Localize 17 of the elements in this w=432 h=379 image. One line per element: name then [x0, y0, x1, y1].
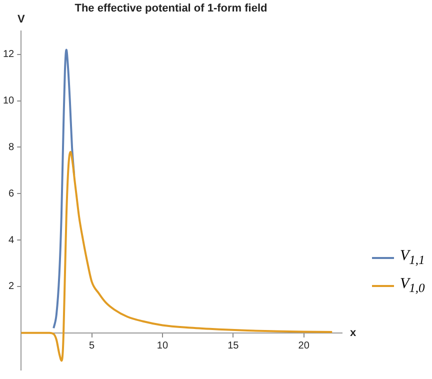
- x-axis-title: x: [350, 326, 357, 339]
- y-tick-label: 6: [8, 188, 15, 200]
- y-tick-label: 4: [8, 234, 15, 246]
- x-tick-label: 15: [228, 340, 240, 352]
- y-tick-label: 2: [8, 281, 15, 292]
- legend-label: V$_{1,0}$: [400, 276, 425, 296]
- line-series: [52, 48, 76, 330]
- x-tick-label: 5: [89, 340, 96, 352]
- y-tick-label: 12: [3, 49, 15, 60]
- chart-title: The effective potential of 1-form field: [74, 2, 268, 15]
- line-series: [21, 150, 334, 362]
- legend-label: V$_{1,1}$: [400, 248, 425, 268]
- y-tick-label: 10: [3, 96, 15, 107]
- x-tick-label: 20: [298, 340, 310, 352]
- y-axis-title: V: [17, 14, 26, 26]
- x-tick-label: 10: [156, 340, 168, 352]
- y-tick-label: 8: [8, 142, 15, 153]
